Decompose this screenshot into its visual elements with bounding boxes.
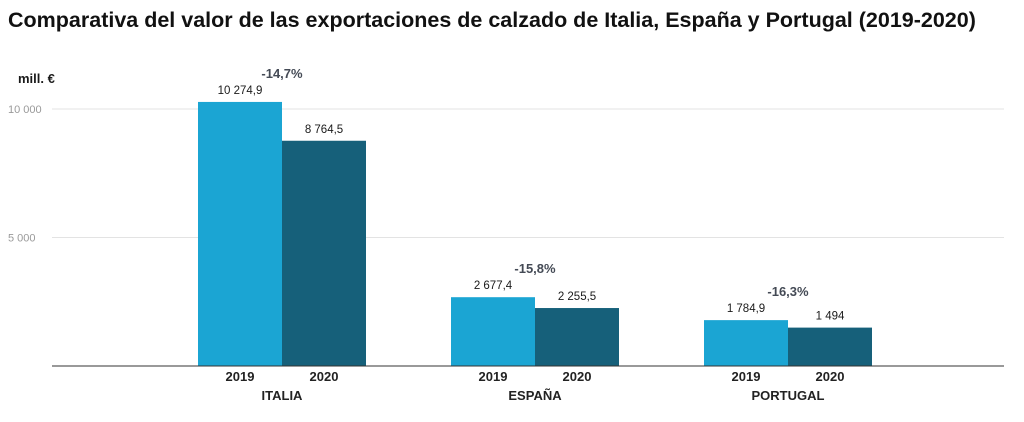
year-tick-label: 2019	[732, 369, 761, 384]
chart-title: Comparativa del valor de las exportacion…	[8, 8, 976, 32]
bar-españa-2019	[451, 297, 535, 366]
value-label: 10 274,9	[218, 85, 263, 97]
year-tick-label: 2020	[310, 369, 339, 384]
value-label: 2 255,5	[558, 291, 596, 303]
change-percent-label: -14,7%	[261, 66, 303, 81]
year-tick-label: 2020	[816, 369, 845, 384]
bar-italia-2019	[198, 101, 282, 367]
bar-portugal-2019	[704, 320, 788, 366]
year-tick-label: 2020	[563, 369, 592, 384]
year-tick-label: 2019	[479, 369, 508, 384]
y-tick-label: 10 000	[8, 104, 42, 116]
change-percent-label: -15,8%	[514, 261, 556, 276]
value-label: 8 764,5	[305, 124, 343, 136]
y-axis-unit-label: mill. €	[18, 71, 55, 86]
category-label: PORTUGAL	[752, 388, 825, 403]
year-tick-label: 2019	[226, 369, 255, 384]
value-label: 1 784,9	[727, 303, 765, 315]
y-tick-label: 5 000	[8, 233, 36, 245]
category-label: ITALIA	[262, 388, 304, 403]
bar-italia-2020	[282, 140, 366, 366]
value-label: 2 677,4	[474, 280, 513, 292]
value-label: 1 494	[816, 311, 845, 323]
category-label: ESPAÑA	[508, 388, 562, 403]
bar-españa-2020	[535, 308, 619, 366]
change-percent-label: -16,3%	[767, 284, 809, 299]
bar-portugal-2020	[788, 327, 872, 366]
